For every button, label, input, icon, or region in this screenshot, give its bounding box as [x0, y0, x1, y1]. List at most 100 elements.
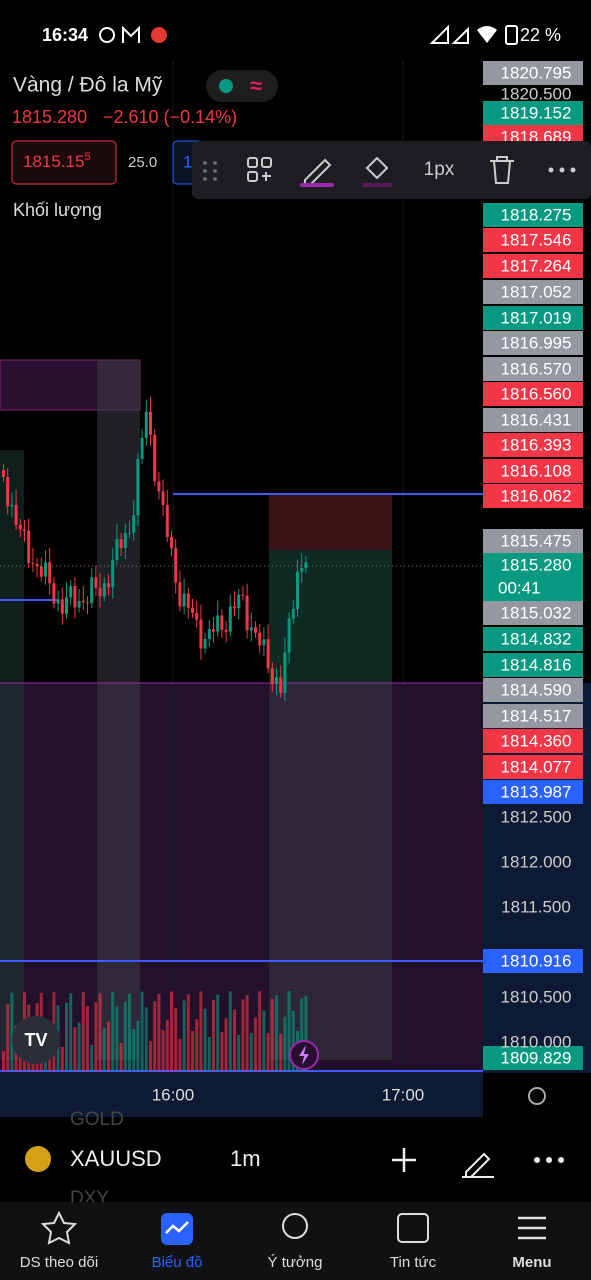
- candle: [161, 491, 165, 506]
- price-tag-text: 1814.590: [501, 680, 572, 699]
- settings-icon[interactable]: [528, 1087, 546, 1105]
- candle: [123, 532, 127, 549]
- volume-bar: [254, 1017, 257, 1071]
- price-tag: [483, 61, 583, 85]
- tv-logo: [12, 1016, 60, 1064]
- delay-icon: ≈: [250, 73, 262, 98]
- watchlist-icon[interactable]: [40, 1210, 78, 1245]
- price-tag: [483, 459, 583, 483]
- signal-icon: [429, 24, 469, 44]
- price-tag-text: 1814.360: [501, 731, 572, 750]
- candle: [31, 562, 35, 564]
- volume-bar: [186, 994, 190, 1071]
- sell-button[interactable]: [11, 140, 117, 185]
- fill-swatch: [362, 183, 392, 187]
- draw-icon[interactable]: [462, 1152, 494, 1178]
- volume-bar: [207, 1036, 211, 1071]
- candle: [23, 529, 26, 531]
- candle: [165, 505, 169, 538]
- volume-bar: [266, 1032, 270, 1071]
- price-axis: 1820.7951819.1521818.6891818.2751817.546…: [483, 61, 583, 1070]
- price-tag: [483, 408, 583, 432]
- drawing-toolbar: [192, 141, 591, 199]
- nav-label[interactable]: Menu: [512, 1254, 551, 1271]
- volume-bar: [128, 993, 131, 1071]
- line-width[interactable]: 1px: [424, 159, 455, 180]
- candle: [6, 477, 10, 507]
- candle: [254, 627, 257, 633]
- candle: [94, 577, 98, 588]
- volume-bar: [111, 991, 115, 1071]
- candle: [69, 585, 73, 598]
- price-tag-text: 1816.108: [501, 461, 572, 480]
- price-tag-text: 1816.062: [501, 486, 572, 505]
- volume-bar: [233, 1009, 236, 1071]
- settings-area: [483, 1073, 591, 1117]
- candle: [86, 602, 89, 604]
- candle: [18, 524, 22, 530]
- price-tag-text: 1817.264: [501, 256, 572, 275]
- price-tag-text: 1818.275: [501, 205, 572, 224]
- volume-bar: [149, 1040, 152, 1071]
- candle: [207, 629, 211, 640]
- volume-bar: [107, 1021, 110, 1071]
- price-tag-text: 1816.570: [501, 359, 572, 378]
- price-tag: [483, 653, 583, 677]
- candle: [128, 532, 131, 534]
- ideas-icon[interactable]: [282, 1213, 308, 1239]
- volume-label: Khối lượng: [13, 200, 102, 220]
- volume-bar: [170, 991, 173, 1071]
- buy-price: 1: [183, 152, 192, 171]
- volume-bar: [90, 1044, 94, 1071]
- candle: [241, 594, 245, 596]
- volume-bar: [65, 1002, 68, 1071]
- nav-label[interactable]: Tin tức: [390, 1254, 437, 1271]
- volume-bar: [258, 991, 262, 1071]
- candle: [39, 566, 43, 577]
- more-icon[interactable]: [534, 1157, 564, 1163]
- axis-label: 1811.500: [501, 897, 571, 916]
- candle: [216, 615, 220, 632]
- clock: 16:34: [42, 25, 88, 45]
- tv-logo-mark: TV: [24, 1030, 47, 1050]
- add-icon[interactable]: [392, 1148, 416, 1172]
- nav-label[interactable]: Ý tưởng: [268, 1254, 323, 1271]
- delete-icon[interactable]: [490, 156, 514, 184]
- price-tag-text: 1816.393: [501, 435, 572, 454]
- candle: [178, 582, 182, 607]
- symbol[interactable]: XAUUSD: [70, 1146, 162, 1171]
- interval[interactable]: 1m: [230, 1146, 261, 1171]
- menu-icon[interactable]: [518, 1216, 546, 1240]
- price-tag: [483, 382, 583, 406]
- symbol-name: Vàng / Đô la Mỹ: [13, 74, 163, 97]
- candle: [270, 668, 274, 685]
- volume-bar: [98, 993, 102, 1071]
- volume-bar: [300, 998, 304, 1071]
- news-icon[interactable]: [397, 1213, 429, 1243]
- status-pill: [206, 70, 278, 102]
- price-tag: [483, 101, 583, 125]
- app-icon: [151, 27, 167, 43]
- fill-icon[interactable]: [365, 156, 389, 180]
- price-tag-text: 1815.032: [501, 603, 572, 622]
- volume-bar: [245, 994, 249, 1071]
- volume-bar: [161, 1030, 165, 1071]
- volume-bar: [191, 1030, 194, 1071]
- more-icon[interactable]: [548, 167, 576, 173]
- time-label: 17:00: [382, 1085, 425, 1104]
- price-tag-text: 1816.560: [501, 384, 572, 403]
- wifi-icon: [477, 26, 497, 43]
- price-change: −2.610 (−0.14%): [103, 107, 237, 127]
- color-swatch: [300, 183, 334, 187]
- volume-bar: [94, 1002, 98, 1071]
- templates-icon[interactable]: [247, 157, 272, 182]
- nav-label[interactable]: Biểu đồ: [152, 1254, 203, 1271]
- price-tag-text: 1820.795: [501, 63, 572, 82]
- volume-bar: [228, 991, 232, 1071]
- candle: [266, 639, 270, 669]
- candle: [107, 583, 110, 588]
- price-tag: [483, 553, 583, 601]
- volume-bar: [6, 1004, 10, 1071]
- nav-label[interactable]: DS theo dõi: [20, 1254, 98, 1271]
- axis-label: 1810.000: [501, 1032, 572, 1051]
